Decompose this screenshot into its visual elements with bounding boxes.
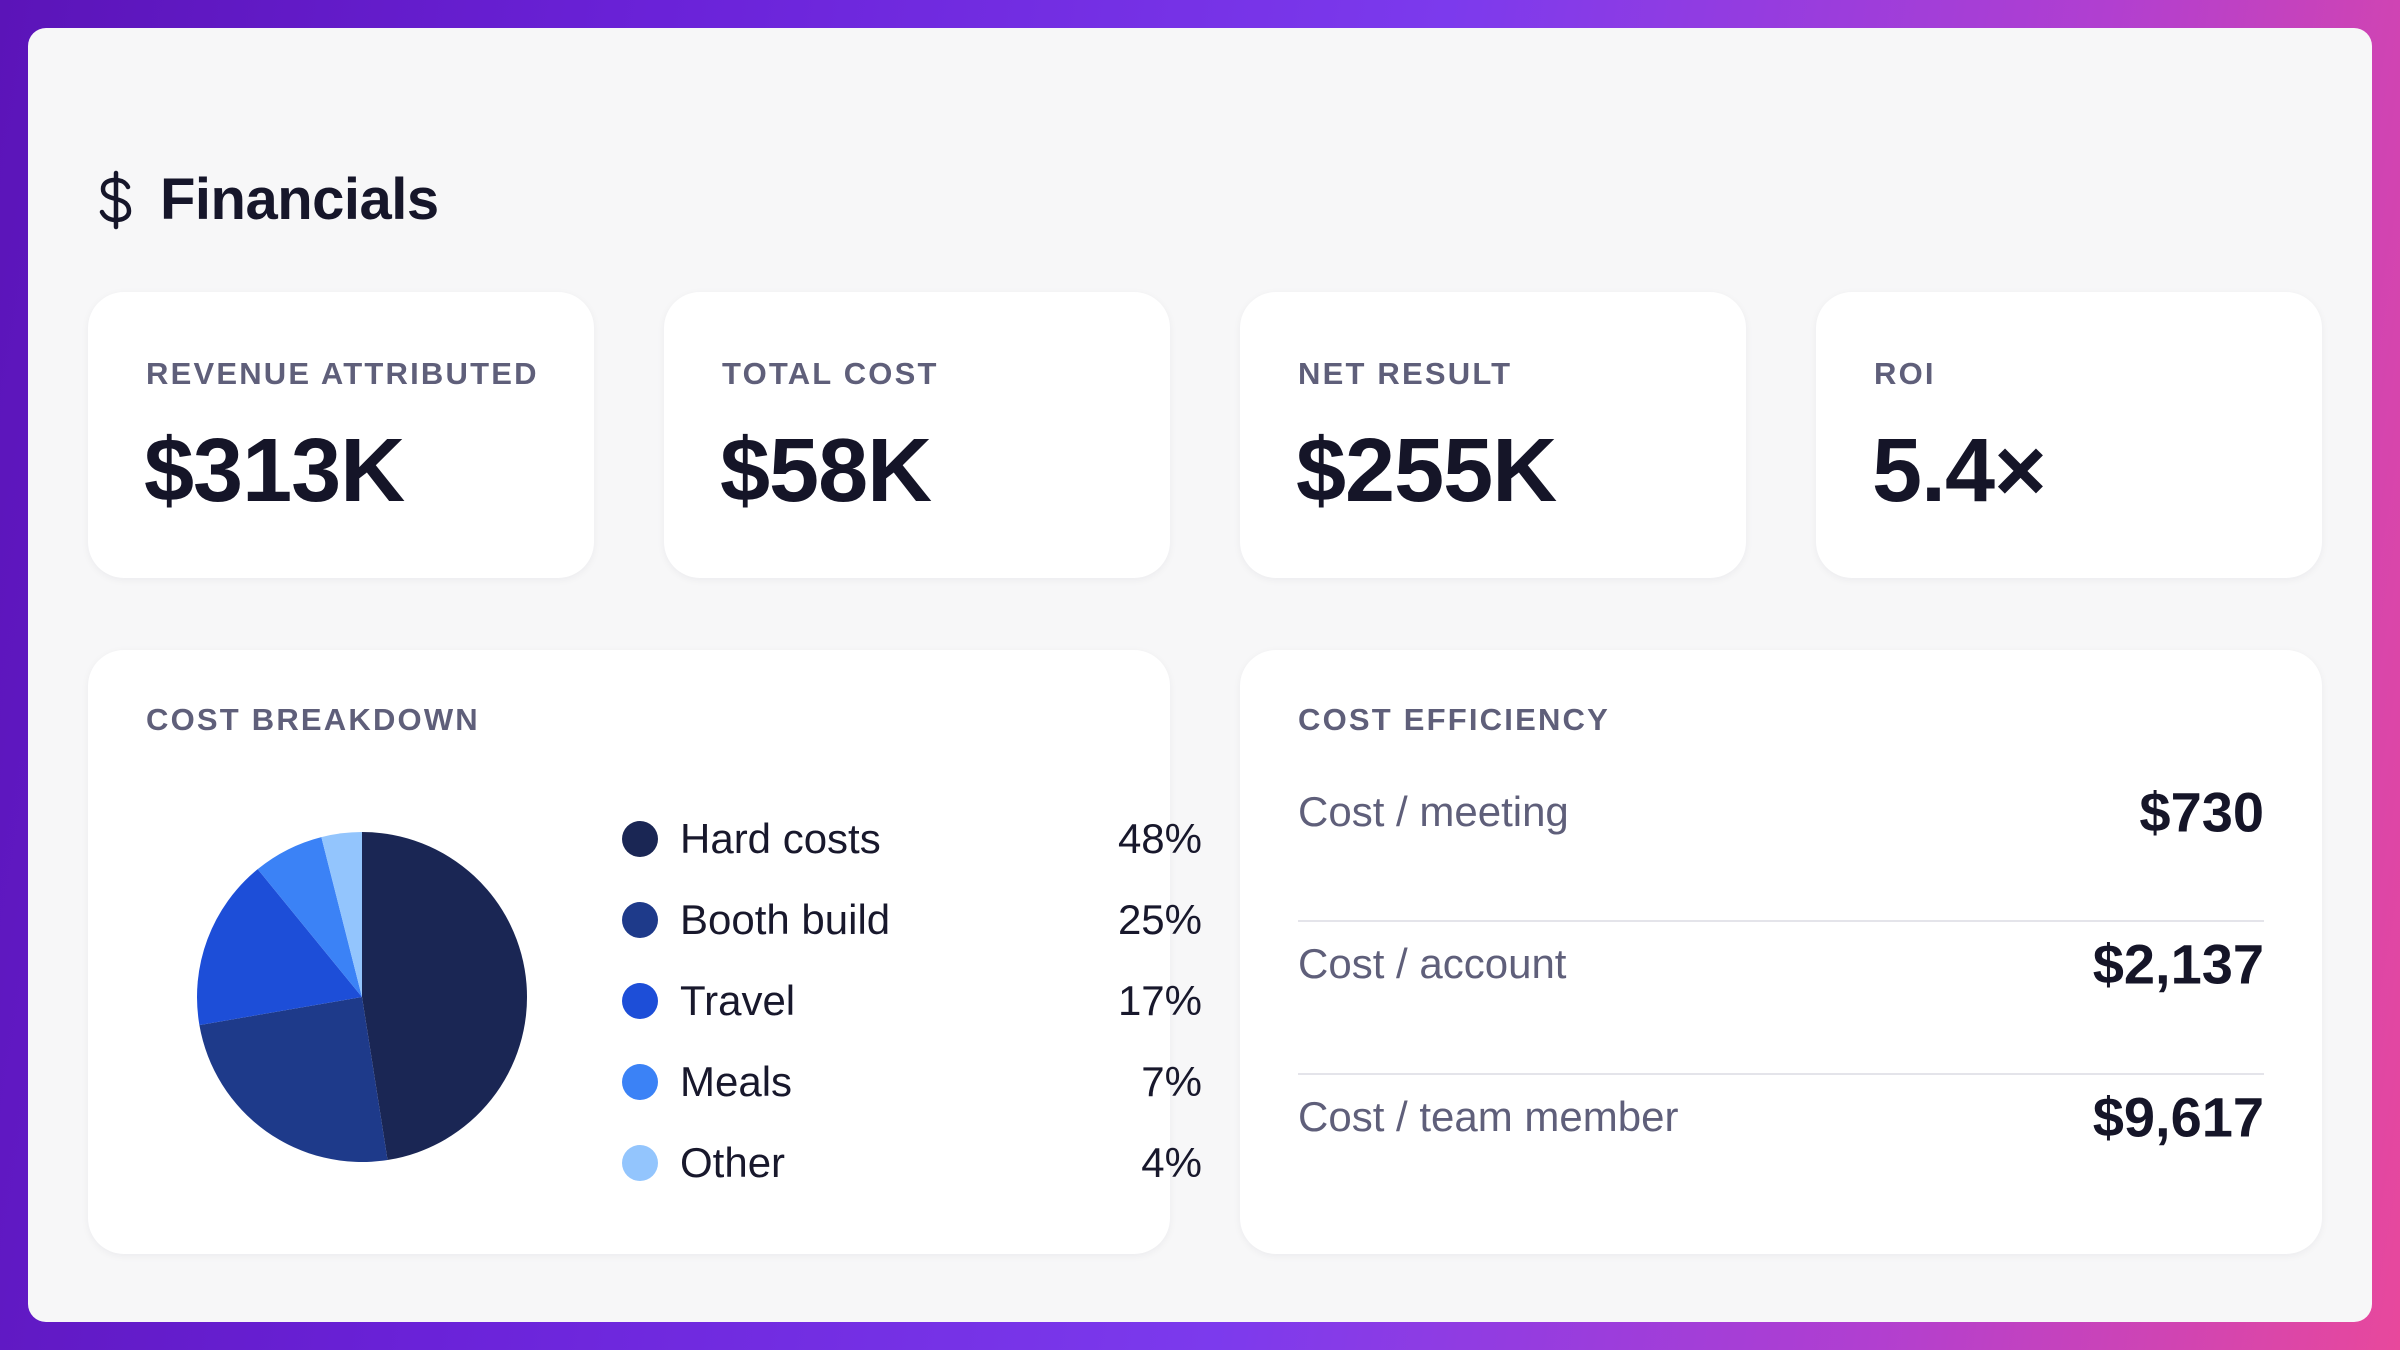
legend-item-meals: Meals 7% xyxy=(614,1041,1202,1122)
pie-slice-travel xyxy=(197,869,362,1026)
dollar-icon xyxy=(99,170,132,229)
kpi-value: $313K xyxy=(144,421,405,521)
pie-slice-hard-costs xyxy=(362,832,528,1161)
legend-value: 48% xyxy=(1117,814,1202,862)
legend-value: 25% xyxy=(1117,895,1202,943)
kpi-value: 5.4× xyxy=(1872,421,2047,521)
cost-efficiency-card: COST EFFICIENCY Cost / meeting $730 Cost… xyxy=(1240,650,2322,1254)
kpi-card-revenue: REVENUE ATTRIBUTED $313K xyxy=(88,292,594,578)
section-header: Financials xyxy=(94,166,439,233)
cost-breakdown-card: COST BREAKDOWN Hard costs 48% Booth buil… xyxy=(88,650,1202,1254)
financials-panel: Financials REVENUE ATTRIBUTED $313K TOTA… xyxy=(28,28,2372,1322)
kpi-label: REVENUE ATTRIBUTED xyxy=(146,356,539,391)
efficiency-label: Cost / team member xyxy=(1298,1093,1679,1140)
efficiency-label: Cost / account xyxy=(1298,940,1567,987)
efficiency-value: $730 xyxy=(2139,780,2264,844)
legend-swatch xyxy=(622,1144,658,1181)
legend-label: Hard costs xyxy=(680,814,881,862)
legend-swatch xyxy=(622,1063,658,1100)
kpi-label: TOTAL COST xyxy=(722,356,939,391)
kpi-card-net-result: NET RESULT $255K xyxy=(1240,292,1746,578)
pie-slice-meals xyxy=(257,837,362,997)
row-divider xyxy=(1298,920,2264,922)
kpi-value: $255K xyxy=(1296,421,1557,521)
kpi-value: $58K xyxy=(720,421,932,521)
legend-label: Travel xyxy=(680,976,796,1024)
legend-value: 4% xyxy=(1141,1138,1202,1186)
legend-item-booth-build: Booth build 25% xyxy=(614,879,1202,960)
legend-label: Meals xyxy=(680,1057,793,1105)
row-divider xyxy=(1298,1073,2264,1075)
page-title: Financials xyxy=(160,167,439,232)
cost-breakdown-title: COST BREAKDOWN xyxy=(146,702,480,737)
cost-breakdown-legend: Hard costs 48% Booth build 25% Travel 17… xyxy=(614,798,1202,1203)
legend-item-other: Other 4% xyxy=(614,1122,1202,1203)
efficiency-row-account: Cost / account $2,137 xyxy=(1298,888,2264,1040)
efficiency-row-team-member: Cost / team member $9,617 xyxy=(1298,1041,2264,1193)
legend-item-hard-costs: Hard costs 48% xyxy=(614,798,1202,879)
kpi-label: ROI xyxy=(1874,356,1936,391)
legend-value: 17% xyxy=(1117,976,1202,1024)
efficiency-label: Cost / meeting xyxy=(1298,788,1569,835)
cost-breakdown-pie-chart xyxy=(197,832,528,1163)
legend-label: Other xyxy=(680,1138,786,1186)
kpi-label: NET RESULT xyxy=(1298,356,1513,391)
efficiency-row-meeting: Cost / meeting $730 xyxy=(1298,736,2264,888)
pie-slice-booth-build xyxy=(199,997,388,1163)
kpi-card-total-cost: TOTAL COST $58K xyxy=(664,292,1170,578)
legend-swatch xyxy=(622,982,658,1019)
legend-item-travel: Travel 17% xyxy=(614,960,1202,1041)
legend-label: Booth build xyxy=(680,895,891,943)
pie-slice-other xyxy=(321,832,362,997)
legend-value: 7% xyxy=(1141,1057,1202,1105)
efficiency-value: $2,137 xyxy=(2092,932,2264,996)
efficiency-value: $9,617 xyxy=(2092,1085,2264,1149)
cost-efficiency-title: COST EFFICIENCY xyxy=(1298,702,1611,737)
kpi-card-roi: ROI 5.4× xyxy=(1816,292,2322,578)
legend-swatch xyxy=(622,901,658,938)
legend-swatch xyxy=(622,820,658,857)
